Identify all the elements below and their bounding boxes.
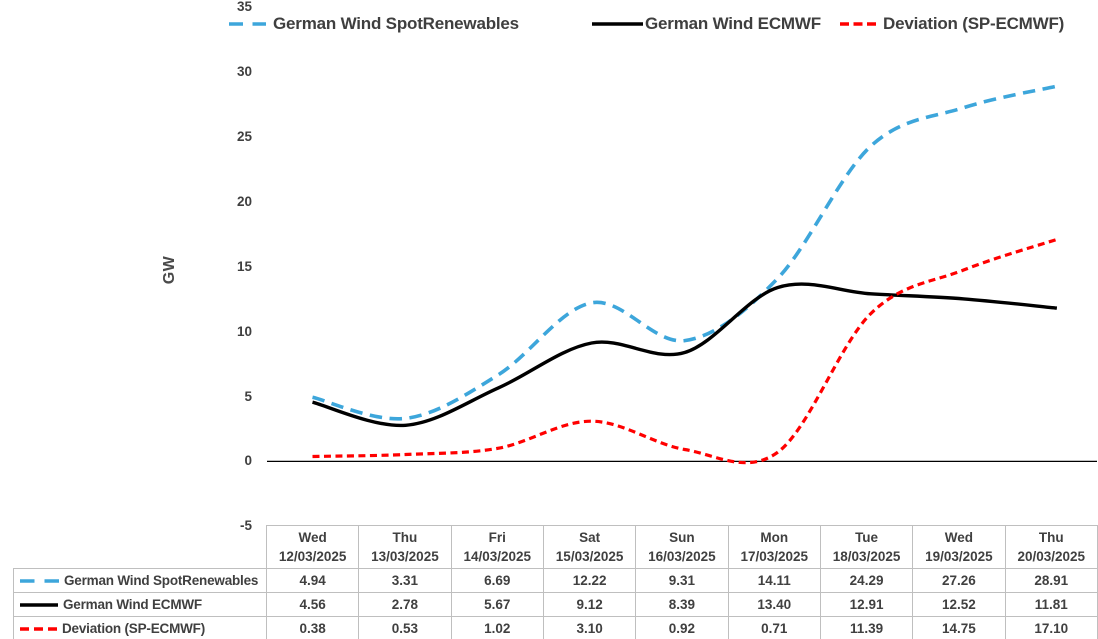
column-header-day: Thu — [1038, 530, 1064, 545]
y-axis-tick-label: 0 — [244, 453, 252, 469]
table-cell: 3.10 — [542, 616, 637, 639]
row-label: German Wind SpotRenewables — [13, 568, 267, 593]
column-header-date: 12/03/2025 — [278, 549, 347, 564]
row-key-icon — [20, 578, 59, 583]
legend-label: German Wind ECMWF — [645, 14, 821, 33]
y-axis-tick-label: 10 — [236, 323, 252, 339]
table-cell: 11.81 — [1004, 592, 1098, 617]
table-row: Deviation (SP-ECMWF) 0.38 0.53 1.02 3.10 0.92… — [13, 616, 1098, 639]
column-header-day: Thu — [392, 530, 418, 545]
column-header-date: 19/03/2025 — [925, 549, 993, 564]
column-header-date: 14/03/2025 — [463, 549, 532, 564]
column-header-day: Wed — [944, 530, 974, 545]
table-cell: 0.53 — [358, 616, 452, 639]
column-header: Tue 18/03/2025 — [819, 525, 914, 569]
series-line-deviation-sp-ecmwf- — [312, 237, 1058, 465]
table-cell: 4.94 — [265, 568, 360, 593]
table-cell: 9.31 — [635, 568, 729, 593]
legend-key-icon — [592, 22, 643, 26]
y-axis-tick-label: 15 — [236, 258, 252, 274]
legend-key-icon — [840, 22, 876, 26]
legend-item: German Wind SpotRenewables — [229, 12, 519, 36]
table-cell: 12.52 — [912, 592, 1006, 617]
column-header: Wed 12/03/2025 — [265, 525, 360, 569]
row-label: German Wind ECMWF — [13, 592, 267, 617]
table-row: German Wind SpotRenewables 4.94 3.31 6.69 12… — [13, 568, 1098, 593]
table-cell: 1.02 — [450, 616, 544, 639]
column-header-day: Sat — [579, 530, 601, 545]
table-cell: 8.39 — [635, 592, 729, 617]
column-header-date: 16/03/2025 — [648, 549, 716, 564]
legend-item: German Wind ECMWF — [592, 12, 821, 36]
table-cell: 17.10 — [1004, 616, 1098, 639]
y-axis-tick-label: 35 — [236, 0, 252, 15]
table-cell: 0.38 — [265, 616, 360, 639]
column-header-date: 17/03/2025 — [740, 549, 809, 564]
column-header-day: Wed — [298, 530, 327, 545]
legend-item: Deviation (SP-ECMWF) — [840, 12, 1064, 36]
table-cell: 9.12 — [542, 592, 637, 617]
series-line-german-wind-spotrenewables — [312, 84, 1058, 421]
table-cell: 0.71 — [727, 616, 821, 639]
y-axis-title: GW — [161, 255, 178, 285]
row-key-icon — [20, 626, 57, 631]
table-cell: 4.56 — [265, 592, 360, 617]
column-header-day: Fri — [488, 530, 506, 545]
column-header: Mon 17/03/2025 — [727, 525, 821, 569]
table-cell: 28.91 — [1004, 568, 1098, 593]
column-header-day: Tue — [855, 530, 879, 545]
column-header: Sat 15/03/2025 — [542, 525, 637, 569]
column-header: Fri 14/03/2025 — [450, 525, 544, 569]
row-label: Deviation (SP-ECMWF) — [13, 616, 267, 639]
y-axis-tick-label: 20 — [236, 193, 252, 209]
y-axis-tick-label: 30 — [236, 64, 252, 79]
column-header-date: 15/03/2025 — [555, 549, 624, 564]
table-cell: 5.67 — [450, 592, 544, 617]
y-axis-tick-label: 25 — [236, 128, 252, 144]
table-cell: 14.11 — [727, 568, 821, 593]
column-header-date: 18/03/2025 — [832, 549, 901, 564]
column-header-date: 20/03/2025 — [1017, 549, 1086, 564]
legend-label: German Wind SpotRenewables — [273, 14, 519, 33]
y-axis-tick-label: 5 — [244, 388, 252, 404]
row-label-text: German Wind SpotRenewables — [64, 573, 259, 588]
table-cell: 27.26 — [912, 568, 1006, 593]
series-line-german-wind-ecmwf — [312, 282, 1058, 428]
table-cell: 11.39 — [819, 616, 914, 639]
column-header: Thu 13/03/2025 — [358, 525, 452, 569]
plot-area — [267, 84, 1097, 465]
column-header: Sun 16/03/2025 — [635, 525, 729, 569]
table-cell: 2.78 — [358, 592, 452, 617]
table-cell: 0.92 — [635, 616, 729, 639]
table-cell: 12.22 — [542, 568, 637, 593]
row-key-icon — [20, 602, 58, 607]
column-header-date: 13/03/2025 — [371, 549, 439, 564]
table-cell: 13.40 — [727, 592, 821, 617]
table-row: German Wind ECMWF 4.56 2.78 5.67 9.12 8.39 13.… — [13, 592, 1098, 617]
row-label-text: German Wind ECMWF — [63, 597, 202, 612]
table-cell: 24.29 — [819, 568, 914, 593]
data-table: Wed 12/03/2025 Thu 13/03/2025 Fri 14/03/2025 S… — [13, 525, 1098, 639]
column-header: Wed 19/03/2025 — [912, 525, 1006, 569]
y-axis-tick-label: -5 — [239, 518, 252, 534]
column-header-day: Sun — [669, 530, 695, 545]
table-cell: 6.69 — [450, 568, 544, 593]
row-label-text: Deviation (SP-ECMWF) — [62, 621, 205, 636]
table-cell: 14.75 — [912, 616, 1006, 639]
table-cell: 3.31 — [358, 568, 452, 593]
legend-label: Deviation (SP-ECMWF) — [883, 14, 1065, 33]
legend-key-icon — [229, 22, 266, 26]
table-cell: 12.91 — [819, 592, 914, 617]
column-header: Thu 20/03/2025 — [1004, 525, 1098, 569]
column-header-day: Mon — [760, 530, 789, 545]
